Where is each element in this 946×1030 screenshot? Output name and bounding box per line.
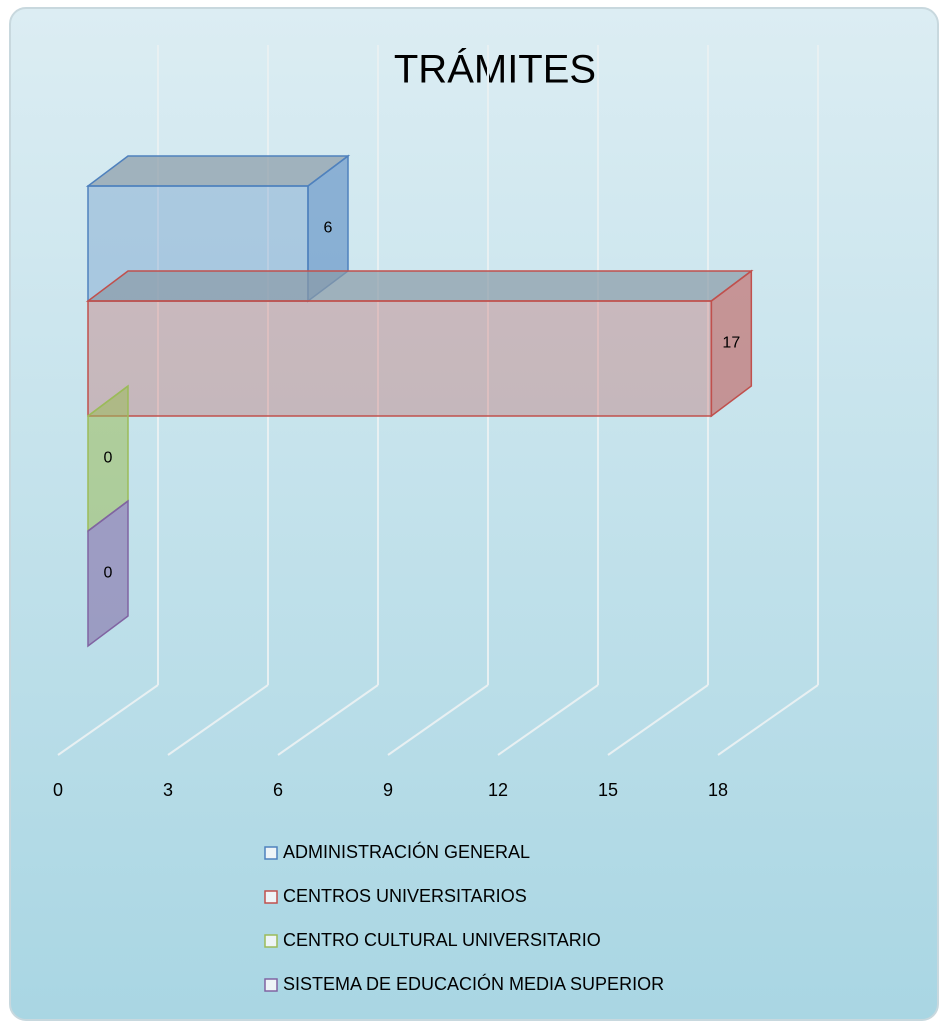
bar [87,499,129,648]
grid-line [277,684,379,756]
x-tick-label: 0 [53,780,63,800]
grid-line [387,684,489,756]
x-tick-label: 15 [598,780,618,800]
x-tick-label: 12 [488,780,508,800]
legend-swatch [264,934,278,948]
legend-swatch [264,890,278,904]
bar-front [87,300,713,417]
bar [85,269,754,418]
legend-label: ADMINISTRACIÓN GENERAL [283,841,530,862]
legend-label: CENTRO CULTURAL UNIVERSITARIO [283,930,601,950]
legend-label: CENTROS UNIVERSITARIOS [283,886,527,906]
x-tick-label: 6 [273,780,283,800]
legend-swatch [264,846,278,860]
data-label: 6 [324,220,333,237]
data-label: 0 [104,565,113,582]
x-tick-label: 9 [383,780,393,800]
grid-line [57,684,159,756]
grid-line [607,684,709,756]
legend-label: SISTEMA DE EDUCACIÓN MEDIA SUPERIOR [283,973,664,994]
grid-line [717,684,819,756]
data-label: 0 [104,450,113,467]
data-label: 17 [722,335,740,352]
chart-title: TRÁMITES [394,47,596,92]
x-tick-label: 18 [708,780,728,800]
grid-line [167,684,269,756]
bar-top [85,155,351,187]
x-tick-label: 3 [163,780,173,800]
panel [9,7,939,1021]
grid-line [497,684,599,756]
bar-top [85,270,754,302]
bar-side [87,499,129,648]
legend-swatch [264,978,278,992]
